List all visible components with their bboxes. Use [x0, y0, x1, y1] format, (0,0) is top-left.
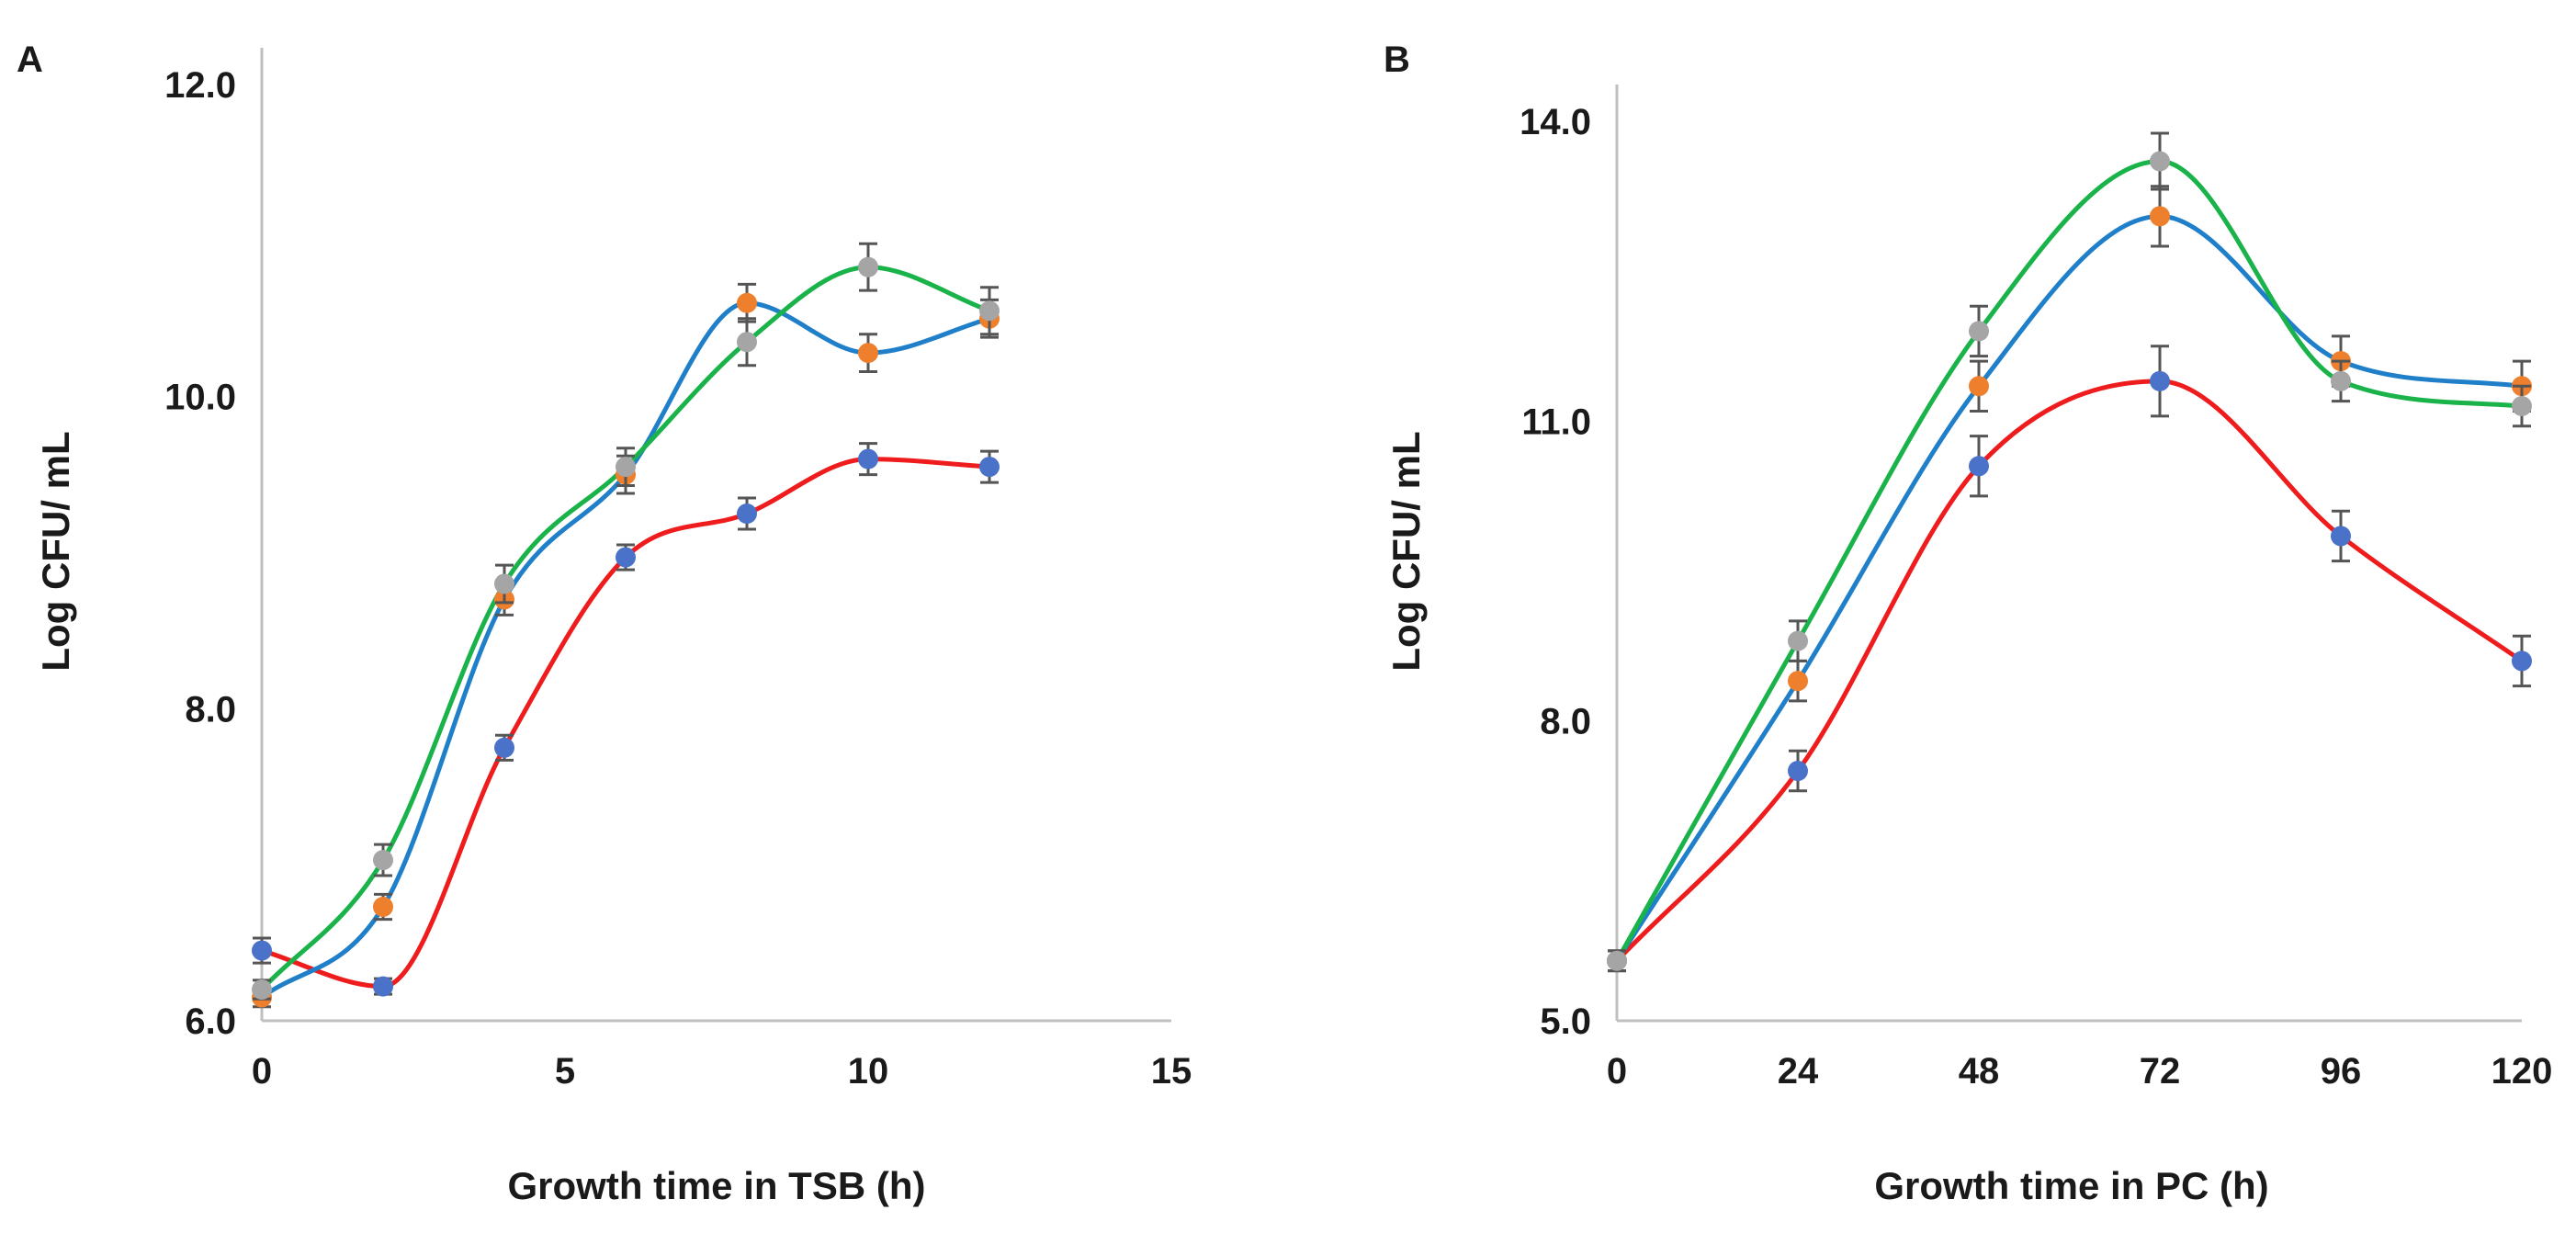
y-tick-label: 14.0: [1520, 102, 1591, 142]
data-point-green: [1788, 630, 1808, 651]
x-tick-label: 120: [2491, 1051, 2553, 1092]
y-tick-label: 5.0: [1540, 1001, 1591, 1042]
x-axis-title: Growth time in PC (h): [1874, 1164, 2268, 1207]
data-point-green: [858, 256, 878, 277]
chart-panel-b: 5.0 8.0 11.0 14.0 0 24 48 72 96 120 Growth time in…: [1384, 85, 2552, 1207]
series-line-red: [259, 457, 992, 990]
data-point-red: [737, 503, 757, 525]
data-point-green: [2331, 370, 2351, 391]
series-line-green: [259, 265, 992, 992]
x-tick-label: 72: [2140, 1051, 2181, 1092]
y-axis-title: Log CFU/ mL: [1384, 431, 1428, 671]
panel-label-b: B: [1384, 40, 1410, 80]
data-point-green: [373, 850, 393, 871]
data-point-green: [737, 332, 757, 353]
x-tick-label: 15: [1151, 1051, 1192, 1092]
y-axis-title: Log CFU/ mL: [34, 431, 77, 671]
x-axis-title: Growth time in TSB (h): [508, 1164, 926, 1207]
data-point-blue: [373, 897, 393, 918]
x-tick-label: 24: [1778, 1051, 1819, 1092]
data-point-red: [2512, 650, 2532, 672]
data-point-blue: [2150, 206, 2170, 227]
data-point-blue: [737, 292, 757, 313]
x-tick-label: 0: [1607, 1051, 1627, 1092]
x-tick-label: 48: [1959, 1051, 2000, 1092]
x-tick-label: 96: [2321, 1051, 2362, 1092]
data-point-red: [1969, 456, 1989, 477]
y-tick-label: 8.0: [1540, 702, 1591, 742]
data-point-green: [2150, 151, 2170, 172]
series-line-blue: [1614, 213, 2525, 964]
y-tick-label: 6.0: [185, 1001, 236, 1042]
x-tick-label: 5: [555, 1051, 575, 1092]
data-point-blue: [1969, 376, 1989, 397]
data-point-red: [494, 737, 514, 758]
data-point-green: [1969, 321, 1989, 342]
data-point-red: [373, 976, 393, 997]
series-line-blue: [259, 300, 992, 1001]
y-tick-label: 8.0: [185, 689, 236, 730]
data-point-green: [494, 573, 514, 594]
y-tick-label: 10.0: [164, 378, 236, 418]
chart-panel-a: 6.0 8.0 10.0 12.0 0 5 10 15 Growth time in TSB (…: [34, 48, 1192, 1207]
data-point-green: [252, 979, 272, 1001]
x-tick-label: 0: [252, 1051, 272, 1092]
panel-label-a: A: [17, 40, 43, 80]
data-point-green: [1607, 950, 1627, 971]
data-point-red: [2331, 526, 2351, 547]
data-point-red: [2150, 370, 2170, 391]
y-tick-label: 12.0: [164, 65, 236, 106]
data-point-red: [858, 448, 878, 469]
series-line-green: [1614, 159, 2525, 964]
data-point-red: [616, 547, 636, 568]
data-point-blue: [1788, 671, 1808, 692]
series-line-red: [1614, 379, 2525, 964]
data-point-blue: [858, 343, 878, 364]
data-point-green: [979, 300, 1000, 322]
data-point-green: [2512, 396, 2532, 417]
data-point-red: [979, 457, 1000, 478]
y-tick-label: 11.0: [1521, 402, 1591, 442]
x-tick-label: 10: [848, 1051, 889, 1092]
data-point-red: [252, 940, 272, 961]
data-point-red: [1788, 761, 1808, 782]
data-point-green: [616, 457, 636, 478]
